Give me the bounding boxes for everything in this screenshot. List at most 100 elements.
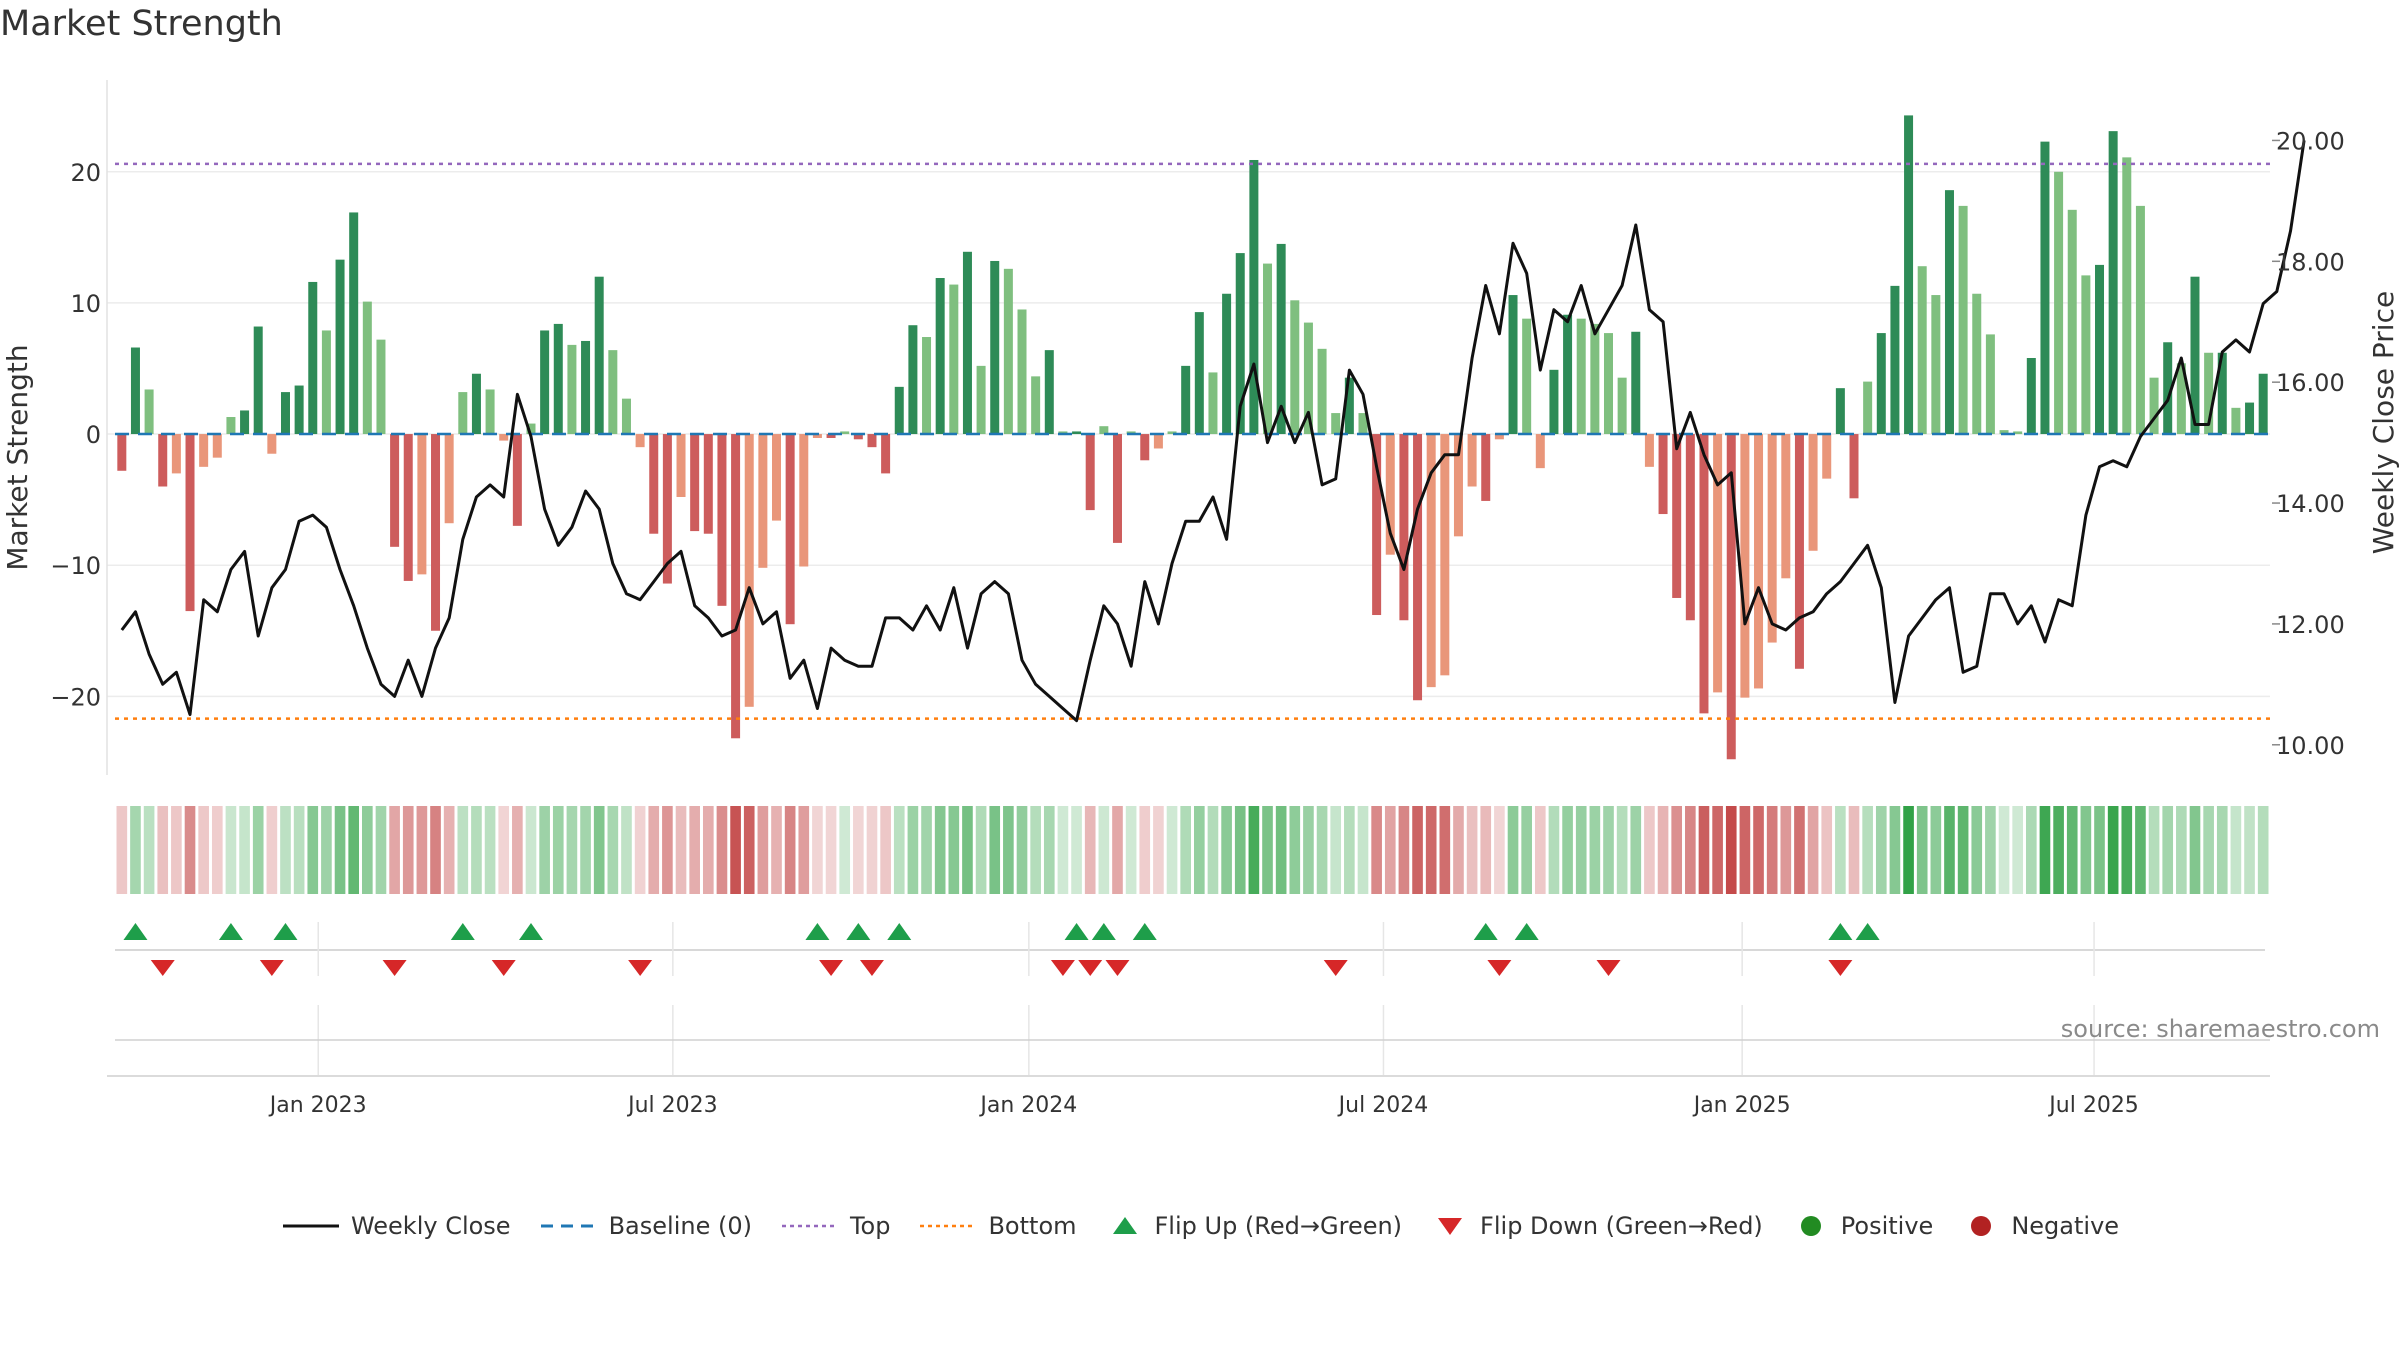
strength-bar: [1290, 300, 1300, 435]
y2-tick-label: 16.00: [2276, 369, 2345, 397]
legend-positive[interactable]: Positive: [1791, 1212, 1933, 1240]
heatmap-cell: [375, 806, 387, 894]
strength-bar: [799, 434, 809, 567]
heatmap-cell: [1916, 806, 1928, 894]
heatmap-cell: [1453, 806, 1464, 894]
strength-bar: [1249, 159, 1259, 435]
legend-flip-up[interactable]: Flip Up (Red→Green): [1105, 1212, 1402, 1240]
heatmap-cell: [2080, 806, 2092, 894]
heatmap-cell: [143, 806, 155, 894]
weekly-close-line: [120, 140, 2306, 723]
legend-label: Bottom: [988, 1212, 1077, 1240]
heatmap-cell: [743, 806, 755, 894]
strength-bar: [417, 434, 427, 575]
strength-bar: [1958, 205, 1968, 435]
heatmap-cell: [2066, 806, 2078, 894]
strength-bar: [540, 330, 550, 435]
heatmap-cell: [1780, 806, 1792, 894]
strength-bar: [390, 434, 400, 547]
legend-weekly-close[interactable]: Weekly Close: [281, 1212, 511, 1240]
legend-bottom[interactable]: Bottom: [918, 1212, 1077, 1240]
heatmap-cell: [962, 806, 973, 894]
heatmap-cell: [825, 806, 837, 894]
legend-baseline[interactable]: Baseline (0): [539, 1212, 752, 1240]
legend-negative[interactable]: Negative: [1961, 1212, 2119, 1240]
strength-bar: [526, 423, 536, 435]
flip-up-marker: [805, 923, 830, 940]
heatmap-cell: [1398, 806, 1410, 894]
heatmap-cell: [1685, 806, 1696, 894]
strength-bar: [2095, 264, 2105, 435]
strength-bar: [881, 434, 891, 474]
legend-top[interactable]: Top: [780, 1212, 890, 1240]
flip-down-marker: [628, 960, 653, 976]
heatmap-cell: [1589, 806, 1601, 894]
heatmap-cell: [784, 806, 796, 894]
strength-bar: [1972, 293, 1982, 435]
strength-bar: [1385, 434, 1395, 555]
strength-bar: [471, 373, 481, 435]
heatmap-cell: [989, 806, 1001, 894]
heatmap-cell: [1194, 806, 1205, 894]
heatmap-cell: [402, 806, 414, 894]
flip-up-marker: [1132, 923, 1157, 940]
heatmap-cell: [934, 806, 946, 894]
y-axis-left: −20 −10 0 10 20 Market Strength: [1, 159, 101, 712]
strength-bar: [1126, 431, 1136, 435]
strength-bar: [240, 410, 250, 435]
y2-tick-label: 18.00: [2276, 248, 2345, 276]
heatmap-cell: [1753, 806, 1764, 894]
heatmap-cell: [239, 806, 250, 894]
heatmap-cell: [1794, 806, 1805, 894]
strength-bar: [1358, 413, 1368, 435]
heatmap-cell: [184, 806, 196, 894]
flip-down-marker: [1828, 960, 1853, 976]
heatmap-cell: [866, 806, 878, 894]
strength-bar: [1863, 381, 1873, 435]
heatmap-cell: [225, 806, 237, 894]
strength-bar: [962, 251, 972, 435]
heatmap-cell: [948, 806, 960, 894]
heatmap-cell: [430, 806, 441, 894]
heatmap-cell: [880, 806, 891, 894]
heatmap-cell: [2203, 806, 2214, 894]
heatmap-cell: [1084, 806, 1096, 894]
y2-tick-label: 12.00: [2276, 611, 2345, 639]
heatmap-cell: [1494, 806, 1505, 894]
strength-bar: [2026, 358, 2036, 435]
strength-bar: [1603, 333, 1613, 435]
heatmap-cell: [1630, 806, 1642, 894]
heatmap-cell: [621, 806, 632, 894]
flip-up-marker: [1828, 923, 1853, 940]
flip-down-marker: [1323, 960, 1348, 976]
heatmap-cell: [334, 806, 346, 894]
heatmap-cell: [130, 806, 141, 894]
strength-bar: [744, 434, 754, 707]
strength-bar: [2190, 276, 2200, 435]
triangle-up-icon: [1112, 1217, 1137, 1234]
heatmap-cell: [2039, 806, 2051, 894]
heatmap-cell: [1875, 806, 1887, 894]
flip-down-marker: [819, 960, 844, 976]
heatmap-cell: [2107, 806, 2119, 894]
y2-axis-label: Weekly Close Price: [2367, 291, 2400, 554]
strength-bar: [1822, 434, 1832, 479]
strength-bar: [1112, 434, 1122, 543]
legend-flip-down[interactable]: Flip Down (Green→Red): [1430, 1212, 1763, 1240]
heatmap-cell: [1957, 806, 1969, 894]
heatmap-cell: [416, 806, 428, 894]
heatmap-cell: [443, 806, 455, 894]
heatmap-cell: [1016, 806, 1028, 894]
dashed-line-swatch-icon: [540, 1224, 597, 1228]
strength-bar: [1140, 434, 1150, 461]
strength-bar: [949, 284, 959, 435]
flip-down-marker: [1105, 960, 1130, 976]
strength-bar: [567, 344, 577, 435]
x-tick-label: Jan 2023: [268, 1093, 367, 1118]
strength-bar: [1331, 413, 1341, 435]
strength-bar: [894, 386, 904, 435]
strength-bar: [1876, 333, 1886, 435]
strength-bar: [212, 434, 222, 458]
strength-bar: [294, 385, 304, 435]
strength-bar: [458, 392, 468, 435]
